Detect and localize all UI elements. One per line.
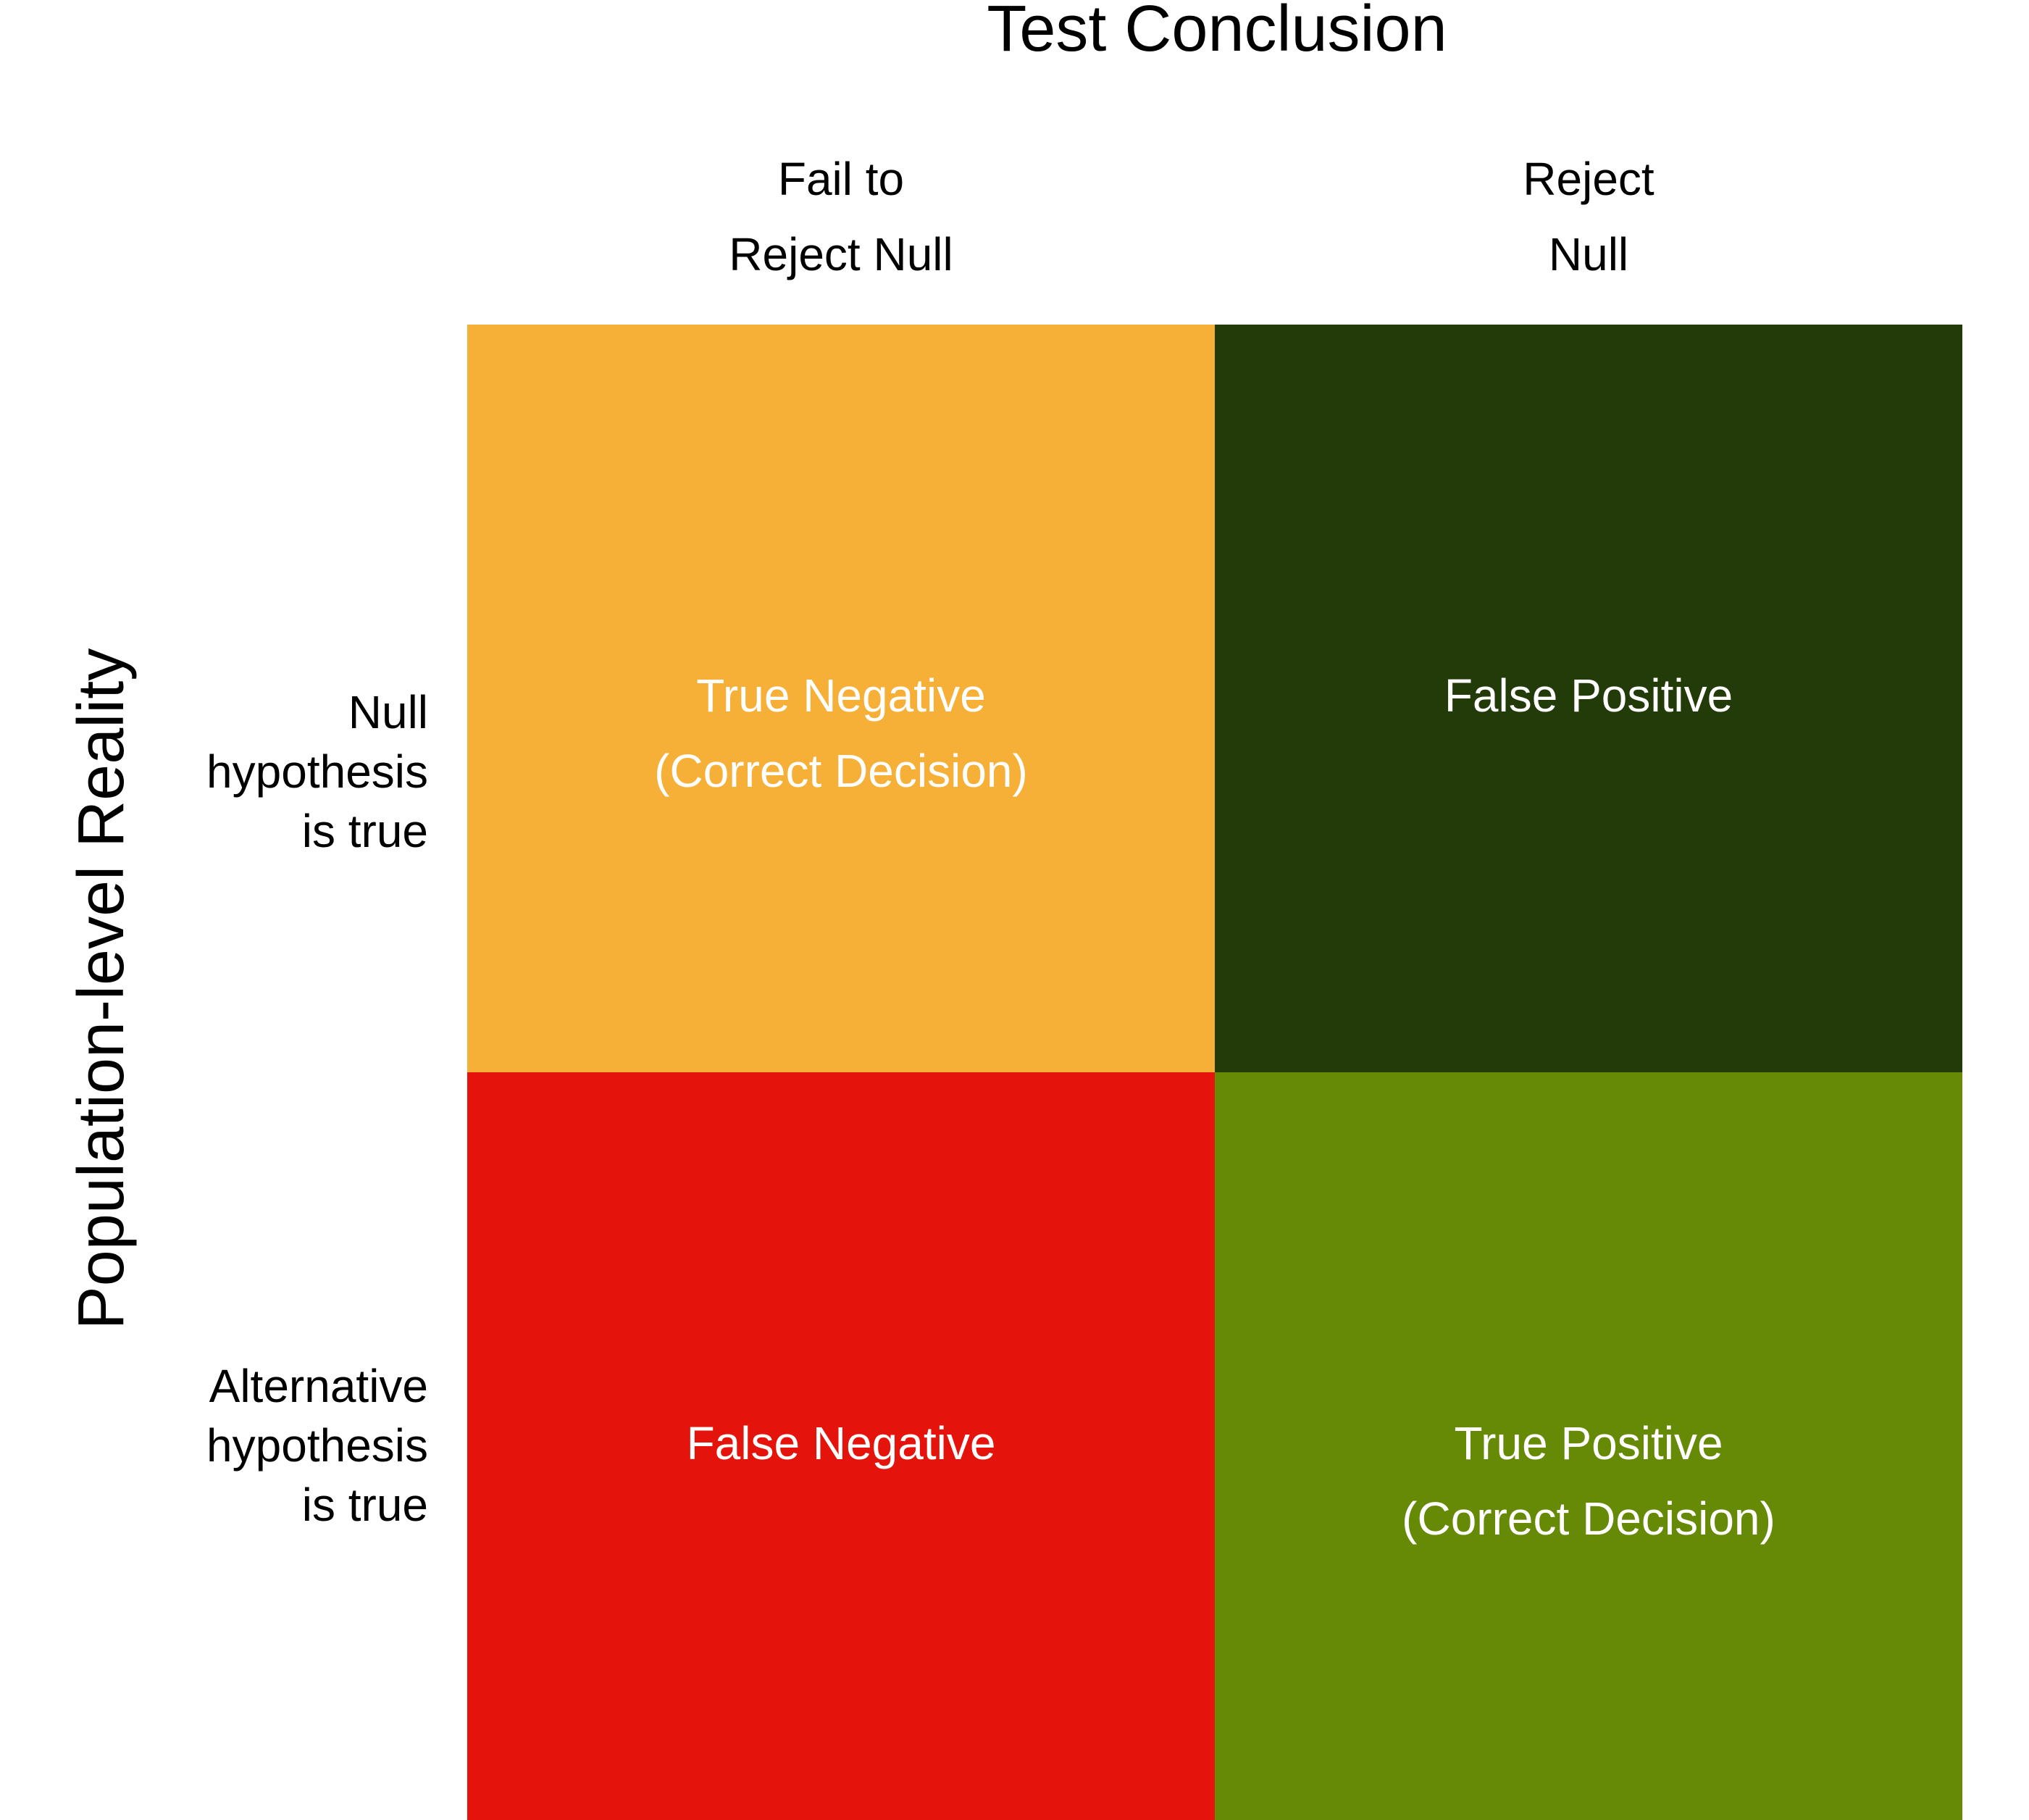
row-label-null-true: Null hypothesis is true [80, 682, 428, 861]
row-label-alternative-true: Alternative hypothesis is true [80, 1356, 428, 1535]
column-header-reject: Reject Null [1215, 141, 1962, 292]
row-label-line: hypothesis [206, 746, 428, 798]
column-header-line: Fail to [777, 153, 905, 205]
cell-text: True Positive (Correct Decision) [1215, 1406, 1962, 1556]
row-label-line: is true [301, 805, 428, 857]
cell-text: False Negative [467, 1406, 1215, 1481]
cell-true-positive: True Positive (Correct Decision) [1215, 1072, 1962, 1820]
column-header-line: Null [1548, 228, 1629, 280]
column-header-line: Reject [1523, 153, 1654, 205]
row-label-line: is true [301, 1479, 428, 1531]
cell-label: True Negative [696, 669, 986, 722]
cell-label: True Positive [1454, 1417, 1723, 1469]
cell-sublabel: (Correct Decision) [1402, 1493, 1775, 1545]
cell-sublabel: (Correct Decision) [654, 745, 1028, 797]
column-header-fail-to-reject: Fail to Reject Null [467, 141, 1215, 292]
cell-text: False Positive [1215, 658, 1962, 733]
cell-label: False Negative [686, 1417, 996, 1469]
cell-label: False Positive [1444, 669, 1733, 722]
column-header-line: Reject Null [729, 228, 953, 280]
row-label-line: hypothesis [206, 1419, 428, 1472]
cell-text: True Negative (Correct Decision) [467, 658, 1215, 809]
diagram-title: Test Conclusion [987, 0, 1447, 65]
cell-false-negative: False Negative [467, 1072, 1215, 1820]
row-label-line: Null [348, 686, 428, 738]
cell-true-negative: True Negative (Correct Decision) [467, 325, 1215, 1072]
cell-false-positive: False Positive [1215, 325, 1962, 1072]
row-label-line: Alternative [209, 1360, 428, 1412]
